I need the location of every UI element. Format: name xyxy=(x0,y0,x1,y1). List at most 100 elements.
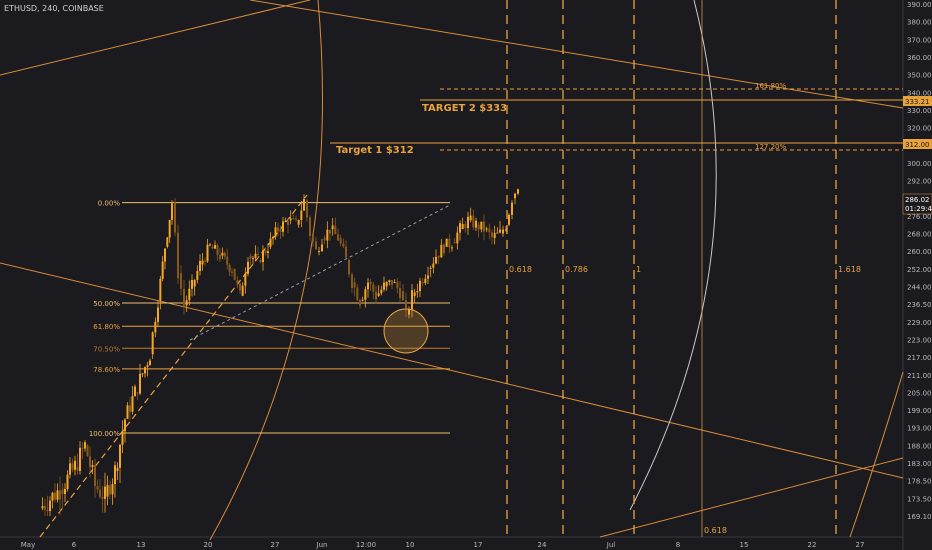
candle-body xyxy=(166,237,169,247)
highlight-circle xyxy=(383,308,429,354)
price-axis xyxy=(903,0,932,550)
target1-badge xyxy=(903,139,932,149)
candle-body xyxy=(493,233,496,238)
candle-body xyxy=(300,210,303,220)
candle-body xyxy=(429,267,432,269)
time-tick-label: 10 xyxy=(406,541,415,549)
trendline-bottom xyxy=(599,457,904,538)
candle-body xyxy=(297,219,300,225)
candle-body xyxy=(185,300,188,306)
candle-body xyxy=(223,252,226,257)
candle-body xyxy=(257,253,259,255)
time-fib-label: 1.618 xyxy=(838,265,861,274)
candle-body xyxy=(171,203,173,220)
candle-body xyxy=(499,229,501,233)
trendline-lower xyxy=(0,262,904,479)
candle-body xyxy=(211,246,214,249)
candle-body xyxy=(269,238,272,247)
candle-body xyxy=(411,290,413,310)
price-tick-label: 292.00 xyxy=(907,178,932,186)
candle-body xyxy=(41,506,44,509)
candle-body xyxy=(254,253,257,258)
price-tick-label: 188.00 xyxy=(907,442,932,450)
candle-body xyxy=(139,373,141,394)
candle-body xyxy=(277,227,279,232)
candle-body xyxy=(399,288,401,299)
candle-body xyxy=(59,490,61,500)
candle-body xyxy=(49,500,51,511)
price-tick-label: 223.00 xyxy=(907,336,932,344)
candle-body xyxy=(292,218,295,220)
candle-body xyxy=(361,299,364,301)
price-tick-label: 193.00 xyxy=(907,425,932,433)
candle-body xyxy=(159,278,162,301)
candle-body xyxy=(334,225,337,235)
candle-body xyxy=(106,485,109,497)
trendline-upper-right xyxy=(249,0,904,109)
candle-body xyxy=(233,268,236,280)
dashed-channel-2 xyxy=(189,204,451,341)
fib-level-label: 0.00% xyxy=(98,200,121,208)
candle-body xyxy=(408,309,410,315)
candle-body xyxy=(445,238,448,247)
fib-level-label: 78.60% xyxy=(93,366,120,374)
candle-body xyxy=(402,291,404,301)
candle-body xyxy=(116,467,119,471)
candle-body xyxy=(416,291,419,293)
candle-body xyxy=(146,365,149,368)
candle-body xyxy=(353,282,356,288)
candle-body xyxy=(204,260,206,262)
candle-body xyxy=(91,465,94,468)
candle-body xyxy=(101,496,104,499)
candle-body xyxy=(331,225,334,230)
target1-badge-text: 312.00 xyxy=(905,141,930,149)
price-tick-label: 199.00 xyxy=(907,407,932,415)
candle-body xyxy=(453,242,456,244)
candle-body xyxy=(359,300,361,306)
candle-body xyxy=(459,223,461,233)
candle-body xyxy=(221,252,224,256)
candle-body xyxy=(247,261,249,274)
candle-body xyxy=(86,445,89,457)
time-tick-label: 12:00 xyxy=(356,541,376,549)
time-tick-label: 8 xyxy=(676,541,680,549)
price-tick-label: 300.00 xyxy=(907,160,932,168)
candle-body xyxy=(282,221,284,232)
candle-body xyxy=(413,292,416,296)
candle-body xyxy=(274,227,277,237)
candle-body xyxy=(456,232,459,244)
candle-body xyxy=(219,254,221,260)
candle-body xyxy=(391,280,393,285)
candle-body xyxy=(252,257,254,259)
candle-body xyxy=(264,250,267,254)
candle-body xyxy=(289,218,292,221)
fib-arc-orange-right xyxy=(849,371,904,538)
candle-body xyxy=(236,279,239,284)
candle-body xyxy=(272,236,274,239)
candle-body xyxy=(443,244,445,254)
candle-body xyxy=(126,405,129,419)
target2-badge-text: 333.21 xyxy=(905,98,930,106)
price-tick-label: 390.00 xyxy=(907,1,932,9)
price-tick-label: 183.00 xyxy=(907,460,932,468)
candle-body xyxy=(511,202,513,215)
candle-body xyxy=(375,291,377,300)
candle-body xyxy=(54,492,56,500)
candle-body xyxy=(383,282,385,290)
candle-body xyxy=(104,486,106,499)
candle-body xyxy=(114,465,116,485)
candle-body xyxy=(485,228,488,230)
candle-body xyxy=(440,244,443,258)
symbol-header[interactable]: ETHUSD, 240, COINBASE xyxy=(4,4,104,13)
candle-body xyxy=(56,490,59,500)
time-tick-label: 20 xyxy=(204,541,213,549)
candle-body xyxy=(367,282,369,290)
candle-body xyxy=(356,287,359,301)
candle-body xyxy=(424,278,427,284)
candle-body xyxy=(214,245,216,249)
candle-body xyxy=(196,271,199,280)
candle-body xyxy=(393,282,396,284)
candle-body xyxy=(329,229,331,234)
candle-body xyxy=(141,373,144,375)
